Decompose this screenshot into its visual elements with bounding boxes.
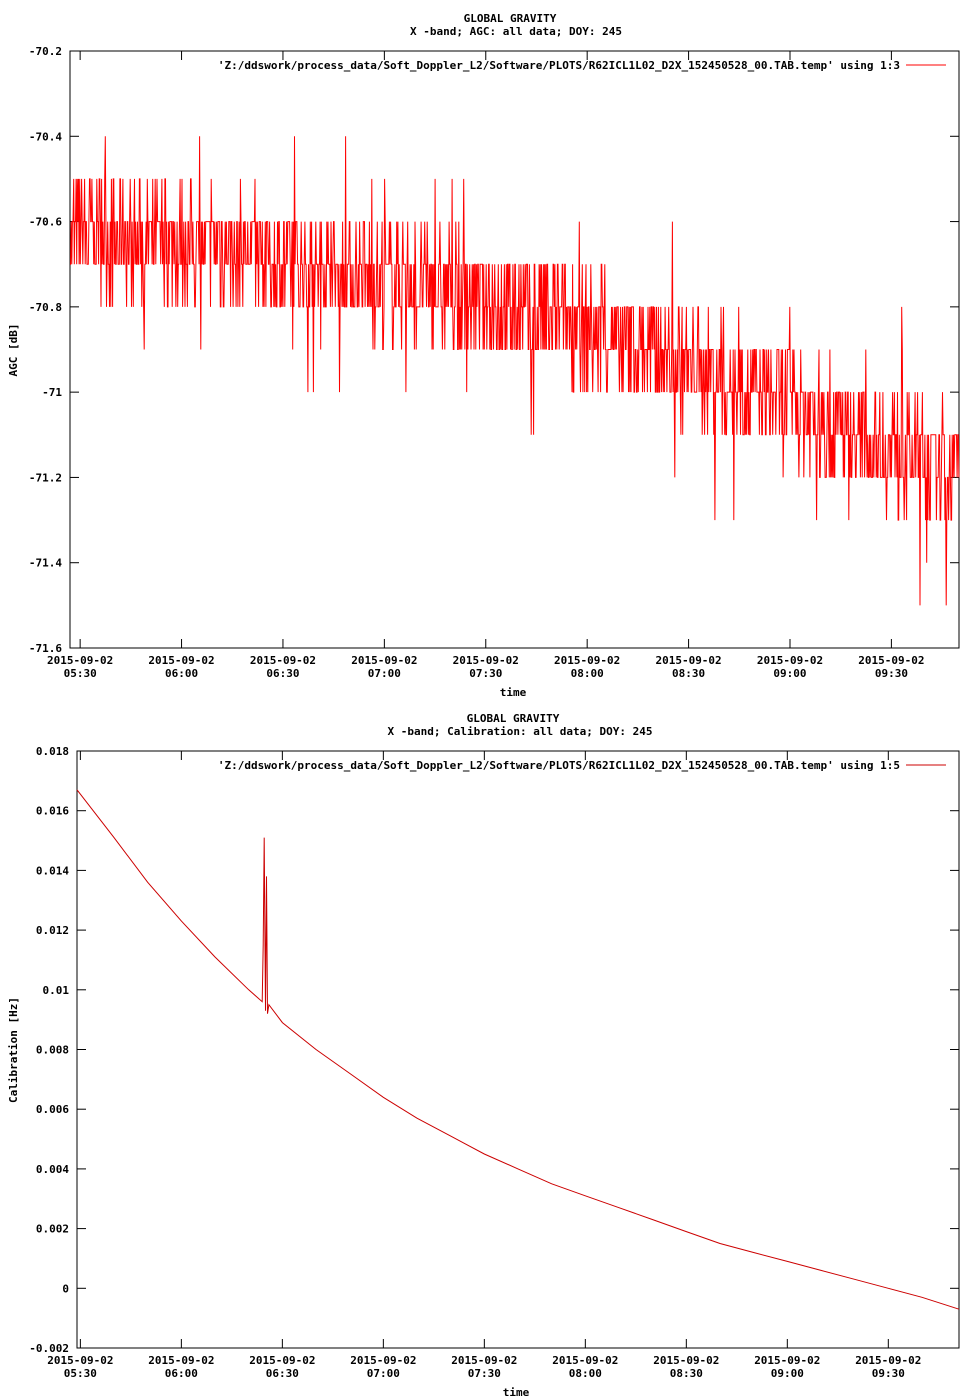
agc-x-tick-time: 08:00 bbox=[571, 667, 604, 680]
calibration-x-axis-label: time bbox=[503, 1386, 530, 1399]
calibration-x-tick-time: 09:00 bbox=[771, 1367, 804, 1380]
agc-y-tick-label: -70.4 bbox=[29, 130, 62, 143]
calibration-y-tick-label: 0.002 bbox=[36, 1223, 69, 1236]
calibration-chart-subtitle: X -band; Calibration: all data; DOY: 245 bbox=[388, 725, 653, 738]
calibration-y-axis-label: Calibration [Hz] bbox=[7, 997, 20, 1103]
calibration-y-tick-label: 0.01 bbox=[43, 984, 70, 997]
calibration-x-tick-time: 08:00 bbox=[569, 1367, 602, 1380]
agc-x-tick-time: 09:00 bbox=[773, 667, 806, 680]
agc-x-tick-time: 05:30 bbox=[64, 667, 97, 680]
agc-chart-title: GLOBAL GRAVITY bbox=[464, 12, 557, 25]
calibration-y-axis: 0.018 0.016 0.014 0.012 0.01 0.008 0.006 0.004 0… bbox=[29, 745, 959, 1355]
calibration-x-tick-time: 05:30 bbox=[64, 1367, 97, 1380]
agc-series bbox=[70, 136, 960, 606]
calibration-x-tick-date: 2015-09-02 bbox=[350, 1354, 416, 1367]
agc-x-tick-time: 07:30 bbox=[469, 667, 502, 680]
calibration-y-tick-label: 0.004 bbox=[36, 1163, 69, 1176]
agc-legend-label: 'Z:/ddswork/process_data/Soft_Doppler_L2… bbox=[218, 59, 900, 72]
calibration-x-tick-time: 06:30 bbox=[266, 1367, 299, 1380]
agc-y-tick-label: -71.4 bbox=[29, 557, 62, 570]
calibration-x-tick-date: 2015-09-02 bbox=[451, 1354, 517, 1367]
agc-y-tick-label: -71.6 bbox=[29, 642, 62, 655]
agc-x-tick-date: 2015-09-02 bbox=[757, 654, 823, 667]
calibration-chart: GLOBAL GRAVITY X -band; Calibration: all… bbox=[7, 712, 960, 1399]
calibration-y-tick-label: 0.012 bbox=[36, 924, 69, 937]
agc-x-tick-time: 07:00 bbox=[368, 667, 401, 680]
agc-chart: GLOBAL GRAVITY X -band; AGC: all data; D… bbox=[7, 12, 960, 699]
agc-x-tick-time: 08:30 bbox=[672, 667, 705, 680]
agc-y-tick-label: -71.2 bbox=[29, 471, 62, 484]
agc-y-tick-label: -70.6 bbox=[29, 216, 62, 229]
agc-y-axis-label: AGC [dB] bbox=[7, 324, 20, 377]
calibration-plot-frame bbox=[76, 750, 960, 1349]
calibration-x-tick-date: 2015-09-02 bbox=[754, 1354, 820, 1367]
agc-x-tick-date: 2015-09-02 bbox=[554, 654, 620, 667]
calibration-y-tick-label: 0.016 bbox=[36, 805, 69, 818]
agc-x-tick-time: 06:00 bbox=[165, 667, 198, 680]
calibration-series-line bbox=[76, 789, 960, 1310]
agc-series-line bbox=[70, 136, 960, 606]
agc-x-tick-date: 2015-09-02 bbox=[148, 654, 214, 667]
calibration-x-tick-time: 06:00 bbox=[165, 1367, 198, 1380]
agc-x-tick-date: 2015-09-02 bbox=[47, 654, 113, 667]
calibration-x-tick-date: 2015-09-02 bbox=[552, 1354, 618, 1367]
agc-x-tick-date: 2015-09-02 bbox=[453, 654, 519, 667]
agc-x-tick-date: 2015-09-02 bbox=[351, 654, 417, 667]
agc-x-tick-date: 2015-09-02 bbox=[250, 654, 316, 667]
calibration-x-axis: 2015-09-0205:302015-09-0206:002015-09-02… bbox=[47, 751, 921, 1380]
agc-y-tick-label: -70.2 bbox=[29, 45, 62, 58]
agc-plot-frame bbox=[69, 50, 960, 649]
calibration-x-tick-time: 07:30 bbox=[468, 1367, 501, 1380]
calibration-y-tick-label: 0.006 bbox=[36, 1103, 69, 1116]
calibration-x-tick-time: 08:30 bbox=[670, 1367, 703, 1380]
agc-x-axis: 2015-09-0205:302015-09-0206:002015-09-02… bbox=[47, 51, 925, 680]
calibration-x-tick-time: 07:00 bbox=[367, 1367, 400, 1380]
calibration-y-tick-label: 0.014 bbox=[36, 864, 69, 877]
calibration-y-tick-label: 0 bbox=[62, 1282, 69, 1295]
calibration-y-tick-label: 0.008 bbox=[36, 1044, 69, 1057]
calibration-x-tick-time: 09:30 bbox=[872, 1367, 905, 1380]
calibration-x-tick-date: 2015-09-02 bbox=[855, 1354, 921, 1367]
agc-x-tick-date: 2015-09-02 bbox=[655, 654, 721, 667]
agc-chart-subtitle: X -band; AGC: all data; DOY: 245 bbox=[410, 25, 622, 38]
calibration-y-tick-label: 0.018 bbox=[36, 745, 69, 758]
agc-x-tick-time: 09:30 bbox=[875, 667, 908, 680]
calibration-x-tick-date: 2015-09-02 bbox=[47, 1354, 113, 1367]
calibration-x-tick-date: 2015-09-02 bbox=[653, 1354, 719, 1367]
calibration-x-tick-date: 2015-09-02 bbox=[148, 1354, 214, 1367]
calibration-series bbox=[76, 789, 960, 1310]
agc-y-tick-label: -71 bbox=[42, 386, 62, 399]
agc-x-tick-time: 06:30 bbox=[266, 667, 299, 680]
calibration-x-tick-date: 2015-09-02 bbox=[249, 1354, 315, 1367]
agc-y-axis: -70.2 -70.4 -70.6 -70.8 -71 -71.2 -71.4 -71.6 bbox=[29, 45, 959, 655]
calibration-legend-label: 'Z:/ddswork/process_data/Soft_Doppler_L2… bbox=[218, 759, 900, 772]
agc-x-axis-label: time bbox=[500, 686, 527, 699]
calibration-y-tick-label: -0.002 bbox=[29, 1342, 69, 1355]
calibration-chart-title: GLOBAL GRAVITY bbox=[467, 712, 560, 725]
agc-y-tick-label: -70.8 bbox=[29, 301, 62, 314]
agc-x-tick-date: 2015-09-02 bbox=[858, 654, 924, 667]
